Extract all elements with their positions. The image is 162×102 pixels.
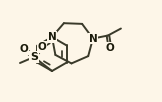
Text: O: O [106, 43, 114, 53]
Text: S: S [30, 52, 38, 62]
Text: N: N [89, 34, 97, 44]
Text: O: O [38, 42, 46, 52]
Text: O: O [20, 44, 28, 54]
Text: N: N [48, 32, 56, 42]
